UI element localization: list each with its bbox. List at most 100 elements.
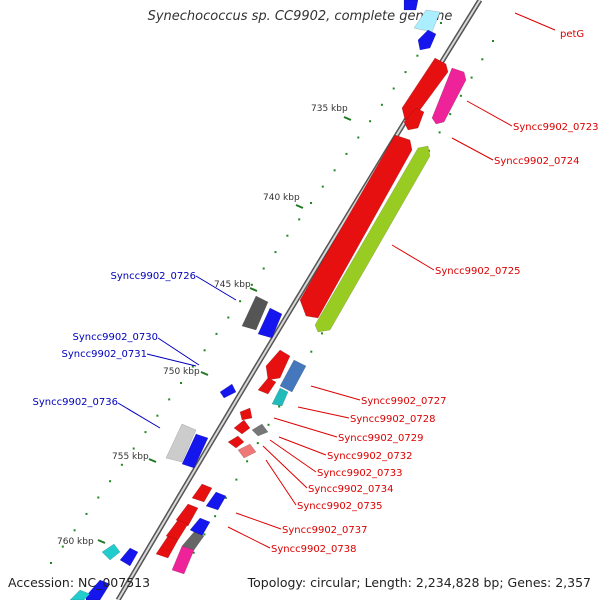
scale-dot <box>132 447 135 450</box>
gene-label[interactable]: Syncc9902_0730 <box>73 332 159 343</box>
scale-dot <box>235 478 238 481</box>
scale-dot <box>50 562 52 564</box>
gene-label[interactable]: Syncc9902_0723 <box>513 122 599 133</box>
gene-label[interactable]: Syncc9902_0738 <box>271 544 357 555</box>
gene-features <box>69 0 467 600</box>
gene-top-blue-2[interactable] <box>403 0 419 11</box>
scale-dot <box>61 545 64 548</box>
gene-label[interactable]: Syncc9902_0731 <box>62 349 148 360</box>
gene-syncc9902-0737[interactable] <box>191 483 213 503</box>
scale-dot <box>449 113 452 116</box>
gene-syncc9902-0736-grey[interactable] <box>165 423 197 463</box>
gene-syncc9902-0725[interactable] <box>299 134 413 319</box>
scale-ticks <box>97 116 352 544</box>
scale-dot <box>298 218 301 221</box>
gene-syncc9902-0728[interactable] <box>271 387 289 407</box>
scale-dot <box>262 267 265 270</box>
scale-dot <box>321 332 323 335</box>
gene-label[interactable]: Syncc9902_0727 <box>361 396 447 407</box>
scale-label: 745 kbp <box>214 280 251 290</box>
topology-summary: Topology: circular; Length: 2,234,828 bp… <box>247 575 591 590</box>
leader-line <box>310 385 361 401</box>
scale-tick <box>200 371 209 376</box>
gene-label[interactable]: petG <box>560 29 584 40</box>
leader-line <box>227 526 271 549</box>
scale-dot <box>404 71 407 74</box>
leader-line <box>146 353 197 367</box>
gene-syncc9902-0727-b[interactable] <box>279 359 307 393</box>
scale-dot <box>345 152 348 155</box>
scale-label: 735 kbp <box>311 104 348 114</box>
scale-dots <box>50 22 494 572</box>
gene-bottom-cyan-2[interactable] <box>69 589 91 600</box>
gene-syncc9902-0730[interactable] <box>219 383 237 399</box>
scale-dot <box>438 131 441 134</box>
scale-dot <box>191 365 194 368</box>
gene-syncc9902-0728-r[interactable] <box>257 377 277 395</box>
scale-dot <box>97 496 100 499</box>
scale-dot <box>267 423 270 426</box>
scale-label: 740 kbp <box>263 193 300 203</box>
scale-dot <box>203 533 206 536</box>
scale-dot <box>73 529 76 532</box>
gene-bottom-cyan[interactable] <box>101 543 121 561</box>
leader-line <box>278 436 327 456</box>
gene-syncc9902-0735[interactable] <box>237 443 257 459</box>
gene-syncc9902-0726-grey[interactable] <box>241 295 269 331</box>
gene-top-cyan[interactable] <box>413 9 441 33</box>
gene-label[interactable]: Syncc9902_0737 <box>282 525 368 536</box>
gene-label[interactable]: Syncc9902_0734 <box>308 484 394 495</box>
gene-label[interactable]: Syncc9902_0736 <box>33 397 119 408</box>
leader-line <box>117 402 161 429</box>
scale-tick <box>97 539 106 544</box>
scale-dot <box>492 40 494 42</box>
gene-syncc9902-0724[interactable] <box>403 107 425 131</box>
scale-dot <box>250 283 253 286</box>
gene-syncc9902-0725-inner[interactable] <box>314 145 431 333</box>
scale-dot <box>120 463 123 466</box>
leader-line <box>391 244 435 271</box>
scale-dot <box>256 442 259 445</box>
scale-tick <box>148 458 157 463</box>
scale-label: 755 kbp <box>112 452 149 462</box>
leader-line <box>451 137 494 161</box>
gene-labels: petG Syncc9902_0723 Syncc9902_0724 Syncc990… <box>33 29 599 555</box>
gene-syncc9902-0723-b[interactable] <box>431 67 467 125</box>
gene-syncc9902-0727[interactable] <box>265 349 291 381</box>
scale-dot <box>481 58 484 61</box>
gene-top-blue[interactable] <box>417 29 437 51</box>
scale-dot <box>321 185 324 188</box>
gene-label[interactable]: Syncc9902_0735 <box>297 501 383 512</box>
scale-dot <box>470 76 473 79</box>
scale-dot <box>246 460 249 463</box>
map-title: Synechococcus sp. CC9902, complete genom… <box>147 9 453 24</box>
gene-syncc9902-0734[interactable] <box>251 423 269 437</box>
gene-syncc9902-0726[interactable] <box>257 307 283 339</box>
gene-label[interactable]: Syncc9902_0733 <box>317 468 403 479</box>
gene-bottom-blue[interactable] <box>119 547 139 567</box>
gene-label[interactable]: Syncc9902_0724 <box>494 156 580 167</box>
gene-syncc9902-0738-e[interactable] <box>155 535 179 559</box>
gene-syncc9902-0736[interactable] <box>181 433 209 469</box>
gene-label[interactable]: Syncc9902_0726 <box>111 271 197 282</box>
gene-bottom-blue-2[interactable] <box>85 579 111 600</box>
gene-label[interactable]: Syncc9902_0725 <box>435 266 521 277</box>
scale-dot <box>459 94 462 97</box>
gene-syncc9902-0737-b[interactable] <box>205 491 227 511</box>
leader-line <box>514 12 556 31</box>
gene-label[interactable]: Syncc9902_0728 <box>350 414 436 425</box>
gene-syncc9902-0738[interactable] <box>171 545 195 575</box>
gene-syncc9902-0729[interactable] <box>239 407 253 421</box>
gene-label[interactable]: Syncc9902_0732 <box>327 451 413 462</box>
gene-syncc9902-0732[interactable] <box>233 419 251 435</box>
scale-dot <box>214 515 217 518</box>
gene-label[interactable]: Syncc9902_0729 <box>338 433 424 444</box>
scale-tick <box>295 204 304 209</box>
scale-dot <box>168 398 171 401</box>
leader-line <box>262 445 308 489</box>
gene-syncc9902-0733[interactable] <box>227 435 245 449</box>
leader-line <box>235 512 282 530</box>
gene-syncc9902-0723[interactable] <box>401 57 449 121</box>
scale-label: 760 kbp <box>57 537 94 547</box>
